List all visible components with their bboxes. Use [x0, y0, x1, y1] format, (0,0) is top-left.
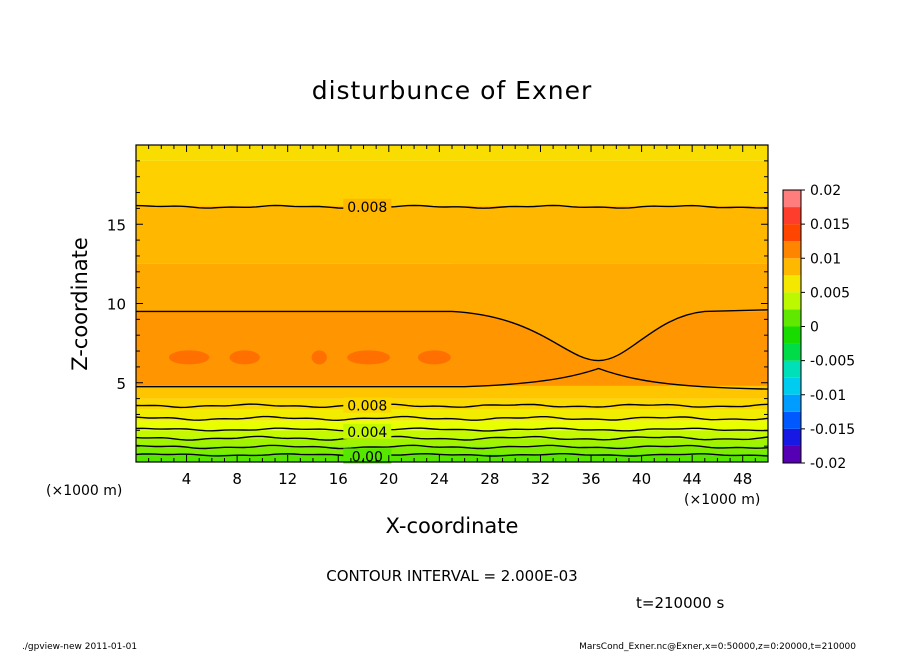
- contour-label: 0.00: [352, 449, 383, 465]
- contour-line: [136, 367, 769, 390]
- x-tick-label: 28: [480, 470, 499, 488]
- plot-area: [136, 145, 768, 462]
- colorbar-segment: [783, 360, 801, 378]
- colorbar-tick-label: -0.005: [810, 354, 855, 370]
- colorbar-segment: [783, 292, 801, 310]
- contour-label: 0.004: [347, 425, 387, 441]
- colorbar-segment: [783, 309, 801, 327]
- footer-left: ./gpview-new 2011-01-01: [22, 642, 138, 652]
- y-tick-label: 10: [107, 296, 126, 314]
- colorbar-tick-label: -0.02: [810, 456, 846, 472]
- contour-band: [136, 398, 768, 410]
- contour-label-bg: [343, 448, 392, 464]
- contour-blob: [347, 350, 391, 365]
- contour-line: [135, 403, 769, 409]
- contour-band: [136, 438, 768, 447]
- contour-band: [136, 160, 768, 206]
- colorbar-segment: [783, 258, 801, 276]
- colorbar-tick-label: 0.01: [810, 251, 841, 267]
- colorbar-segment: [783, 241, 801, 259]
- contour-line: [135, 204, 769, 209]
- y-axis-label: Z-coordinate: [68, 237, 92, 371]
- x-tick-label: 44: [683, 470, 702, 488]
- x-unit-label-left: (×1000 m): [46, 483, 123, 499]
- contour-line: [135, 435, 769, 441]
- x-tick-label: 8: [232, 470, 242, 488]
- x-tick-label: 32: [531, 470, 550, 488]
- y-tick-label: 5: [116, 375, 126, 393]
- contour-band: [136, 145, 768, 161]
- contour-line: [135, 452, 769, 457]
- colorbar-segment: [783, 224, 801, 242]
- colorbar: 0.02 0.015 0.01 0.005 0 -0.005 -0.01 -0.015 -0.0…: [782, 183, 855, 472]
- contour-blob: [311, 350, 327, 365]
- colorbar-tick-label: 0.015: [810, 217, 850, 233]
- colorbar-tick-label: -0.01: [810, 388, 846, 404]
- colorbar-tick-label: 0: [810, 320, 819, 336]
- x-tick-label: 16: [329, 470, 348, 488]
- y-tick-label: 15: [107, 216, 126, 234]
- footer-right: MarsCond_Exner.nc@Exner,x=0:50000,z=0:20…: [579, 642, 856, 652]
- x-tick-label: 12: [278, 470, 297, 488]
- contour-label-bg: [343, 423, 392, 439]
- x-tick-label: 20: [379, 470, 398, 488]
- colorbar-segment: [783, 343, 801, 361]
- contour-label: 0.008: [347, 200, 387, 216]
- x-tick-label: 24: [430, 470, 449, 488]
- contour-line: [136, 309, 769, 362]
- contour-blob: [229, 350, 260, 365]
- colorbar-segment: [783, 326, 801, 344]
- colorbar-tick-label: 0.02: [810, 183, 841, 199]
- colorbar-segment: [783, 190, 801, 208]
- contour-band: [136, 430, 768, 439]
- contour-label: 0.008: [347, 399, 387, 415]
- x-tick-label: 4: [182, 470, 192, 488]
- contour-band: [136, 385, 768, 399]
- colorbar-segment: [783, 394, 801, 412]
- x-tick-label: 48: [733, 470, 752, 488]
- colorbar-segment: [783, 445, 801, 463]
- chart-title: disturbunce of Exner: [311, 76, 593, 105]
- contour-blob: [168, 350, 210, 365]
- contour-band: [136, 446, 768, 455]
- contour-band: [136, 420, 768, 431]
- contour-band: [136, 205, 768, 264]
- contour-label-bg: [343, 198, 392, 214]
- x-axis-label: X-coordinate: [385, 514, 519, 538]
- colorbar-segment: [783, 275, 801, 293]
- contour-label-bg: [343, 397, 392, 413]
- colorbar-segment: [783, 428, 801, 446]
- contour-band: [136, 409, 768, 421]
- contour-lines: 0.008 0.008 0.004 0.00: [135, 198, 769, 465]
- contour-band: [136, 311, 768, 386]
- contour-line: [135, 444, 769, 450]
- contour-interval-text: CONTOUR INTERVAL = 2.000E-03: [326, 567, 578, 585]
- colorbar-segment: [783, 377, 801, 395]
- colorbar-segment: [783, 207, 801, 225]
- colorbar-segment: [783, 411, 801, 429]
- x-tick-label: 40: [632, 470, 651, 488]
- time-label: t=210000 s: [636, 594, 725, 612]
- x-tick-label: 36: [581, 470, 600, 488]
- contour-trough: [452, 263, 705, 361]
- colorbar-tick-label: -0.015: [810, 422, 855, 438]
- x-unit-label-right: (×1000 m): [684, 492, 761, 508]
- colorbar-tick-label: 0.005: [810, 285, 850, 301]
- contour-line: [135, 427, 768, 432]
- contour-line: [135, 415, 769, 422]
- contour-blob: [417, 350, 451, 365]
